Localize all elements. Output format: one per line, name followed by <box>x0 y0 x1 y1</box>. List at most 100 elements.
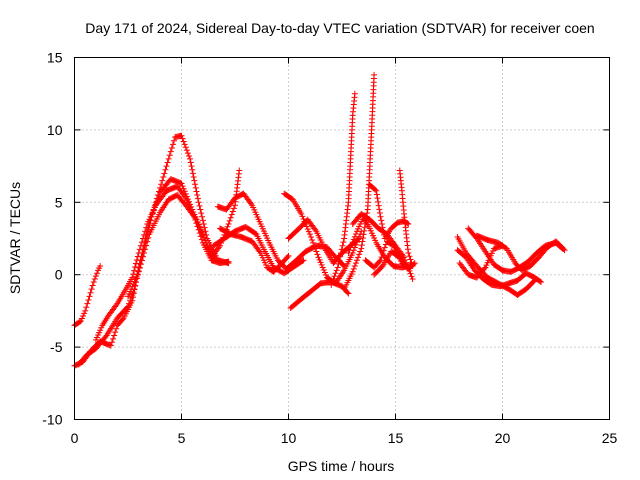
chart-title: Day 171 of 2024, Sidereal Day-to-day VTE… <box>85 20 594 36</box>
plot-frame <box>74 57 610 420</box>
data-point <box>499 242 506 249</box>
y-tick-label: -10 <box>42 412 62 428</box>
data-point <box>331 273 338 280</box>
data-point <box>168 145 175 151</box>
data-point <box>130 289 137 296</box>
x-tick-label: 10 <box>281 430 297 446</box>
data-point <box>339 242 346 249</box>
data-point <box>165 155 172 162</box>
data-point <box>143 242 150 249</box>
data-point <box>315 254 322 261</box>
data-point <box>134 253 141 260</box>
data-point <box>196 224 203 231</box>
data-point <box>91 276 98 283</box>
data-point <box>181 141 188 148</box>
data-point <box>88 286 95 293</box>
data-point <box>132 264 139 271</box>
data-point <box>376 258 383 265</box>
data-point <box>179 135 186 142</box>
data-point <box>352 230 359 237</box>
data-point <box>360 234 367 241</box>
data-point <box>337 249 344 256</box>
data-point <box>356 235 363 242</box>
data-point <box>127 297 134 304</box>
data-point <box>144 238 151 245</box>
data-point <box>129 291 136 298</box>
data-point <box>347 244 354 251</box>
x-tick-label: 5 <box>178 430 186 446</box>
data-point <box>136 246 143 253</box>
data-point <box>145 234 152 241</box>
data-point <box>380 247 387 254</box>
data-point <box>184 150 191 157</box>
data-point <box>189 170 196 177</box>
data-point <box>299 257 306 264</box>
data-point <box>230 205 237 212</box>
data-point <box>378 254 385 261</box>
data-point <box>229 208 236 215</box>
data-point <box>236 167 243 174</box>
data-point <box>405 249 412 256</box>
data-point <box>305 228 312 235</box>
data-point <box>340 239 347 246</box>
data-point <box>111 332 118 339</box>
data-point <box>361 224 368 231</box>
data-point <box>135 268 142 275</box>
data-point <box>92 273 99 280</box>
data-point <box>132 260 139 267</box>
data-point <box>191 177 198 184</box>
data-point <box>180 138 187 145</box>
data-point <box>202 237 209 244</box>
data-point <box>375 198 382 205</box>
data-point <box>128 294 135 301</box>
data-point <box>212 257 219 264</box>
data-point <box>560 245 567 252</box>
data-point <box>481 265 488 272</box>
data-point <box>81 310 88 317</box>
data-point <box>87 289 94 296</box>
data-point <box>203 240 210 247</box>
data-point <box>358 242 365 249</box>
series-track-12 <box>328 90 358 288</box>
data-point <box>378 217 385 224</box>
data-point <box>318 261 325 268</box>
data-point <box>142 246 149 253</box>
data-point <box>83 304 90 311</box>
x-tick-label: 0 <box>71 430 79 446</box>
data-point <box>536 278 543 285</box>
data-point <box>192 184 199 191</box>
data-point <box>355 254 362 261</box>
data-point <box>194 195 201 202</box>
data-point <box>139 253 146 260</box>
data-point <box>129 274 136 281</box>
data-point <box>137 242 144 249</box>
data-point <box>199 232 206 239</box>
data-point <box>198 210 205 217</box>
data-point <box>171 137 178 144</box>
data-point <box>322 272 329 279</box>
data-point <box>133 257 140 264</box>
data-point <box>78 315 85 322</box>
data-point <box>307 234 314 241</box>
data-point <box>110 335 117 342</box>
data-point <box>376 206 383 213</box>
data-point <box>199 217 206 224</box>
data-point <box>348 241 355 248</box>
data-point <box>163 163 170 170</box>
data-point <box>85 297 92 304</box>
data-point <box>198 229 205 236</box>
data-point <box>135 249 142 256</box>
data-point <box>86 293 93 300</box>
y-tick-label: 5 <box>55 194 63 210</box>
data-point <box>187 159 194 166</box>
data-point <box>300 257 307 264</box>
x-axis-label: GPS time / hours <box>288 458 395 474</box>
data-point <box>80 312 87 319</box>
data-point <box>160 173 167 180</box>
data-point <box>225 258 232 265</box>
data-point <box>352 260 359 267</box>
data-point <box>309 236 316 243</box>
data-point <box>123 304 130 311</box>
data-point <box>162 166 169 173</box>
series-track-10 <box>285 216 363 267</box>
